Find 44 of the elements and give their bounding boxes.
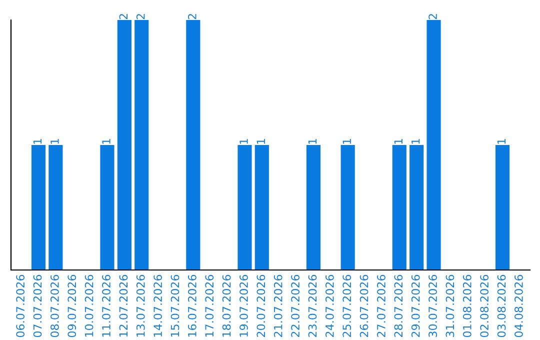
- x-tick-label: 03.08.2026: [497, 274, 506, 338]
- x-tick-label: 21.07.2026: [274, 274, 282, 337]
- data-label: 2: [188, 14, 196, 20]
- data-label: 1: [240, 138, 248, 144]
- x-tick-label: 08.07.2026: [50, 274, 59, 338]
- x-tick-label: 06.07.2026: [16, 274, 25, 338]
- x-tick-label: 19.07.2026: [240, 274, 248, 337]
- data-label: 1: [412, 138, 420, 144]
- x-tick-label: 28.07.2026: [394, 274, 403, 337]
- data-label: 1: [102, 138, 110, 144]
- data-label: 1: [33, 138, 42, 144]
- data-label: 2: [136, 14, 145, 20]
- x-tick-label: 14.07.2026: [154, 274, 162, 337]
- x-tick-label: 02.08.2026: [480, 274, 489, 338]
- x-tick-label: 07.07.2026: [33, 274, 42, 338]
- x-tick-label: 18.07.2026: [222, 274, 231, 337]
- x-tick-label: 04.08.2026: [514, 274, 523, 338]
- data-label: 1: [342, 138, 351, 144]
- x-tick-label: 13.07.2026: [136, 274, 145, 337]
- x-tick-label: 22.07.2026: [291, 274, 300, 337]
- x-tick-label: 17.07.2026: [205, 274, 214, 337]
- data-label: 2: [119, 14, 128, 20]
- data-label: 1: [394, 138, 402, 144]
- data-label: 1: [256, 138, 265, 144]
- x-tick-label: 31.07.2026: [446, 274, 454, 337]
- x-tick-label: 16.07.2026: [188, 274, 196, 337]
- x-tick-label: 29.07.2026: [411, 274, 420, 337]
- x-tick-label: 25.07.2026: [342, 274, 352, 337]
- x-tick-label: 30.07.2026: [428, 274, 437, 337]
- x-tick-label: 26.07.2026: [360, 274, 368, 337]
- data-label: 1: [497, 138, 506, 144]
- x-tick-label: 27.07.2026: [377, 274, 386, 337]
- x-tick-label: 09.07.2026: [68, 274, 76, 338]
- data-label: 2: [428, 14, 437, 20]
- x-tick-label: 01.08.2026: [462, 274, 472, 338]
- x-tick-label: 11.07.2026: [102, 274, 110, 337]
- x-tick-label: 10.07.2026: [84, 274, 94, 337]
- data-label: 1: [50, 138, 59, 144]
- x-tick-label: 23.07.2026: [308, 274, 317, 337]
- x-tick-label: 24.07.2026: [325, 274, 334, 337]
- x-tick-label: 15.07.2026: [170, 274, 180, 337]
- x-tick-label: 20.07.2026: [256, 274, 266, 337]
- x-tick-label: 12.07.2026: [119, 274, 128, 337]
- data-label: 1: [308, 138, 317, 144]
